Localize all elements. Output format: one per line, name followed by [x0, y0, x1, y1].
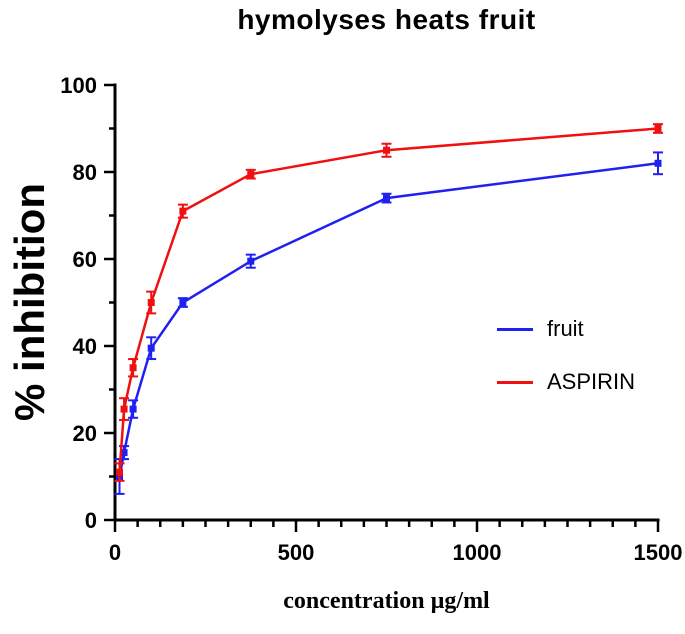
data-point-marker	[247, 170, 255, 178]
legend-item-aspirin: ASPIRIN	[497, 369, 635, 395]
data-point-marker	[654, 125, 662, 132]
y-tick-label: 40	[73, 334, 97, 359]
x-axis-ticks	[113, 520, 660, 532]
y-tick-label: 20	[73, 421, 97, 446]
data-point-marker	[116, 468, 124, 476]
x-axis-label: concentration µg/ml	[283, 588, 490, 614]
x-tick-label: 1000	[453, 540, 502, 565]
legend: fruit ASPIRIN	[497, 316, 635, 422]
data-point-marker	[383, 194, 390, 202]
data-point-marker	[383, 146, 390, 154]
legend-item-fruit: fruit	[497, 316, 635, 342]
legend-swatch-fruit	[497, 327, 533, 331]
data-point-marker	[179, 207, 187, 215]
data-point-marker	[129, 364, 137, 372]
data-point-marker	[129, 405, 137, 413]
y-tick-label: 60	[73, 247, 97, 272]
series-aspirin	[114, 123, 663, 482]
y-tick-label: 80	[73, 160, 97, 185]
legend-label-aspirin: ASPIRIN	[547, 369, 636, 394]
data-point-marker	[120, 449, 128, 457]
data-point-marker	[247, 257, 255, 265]
data-point-marker	[147, 344, 155, 352]
data-point-marker	[147, 299, 155, 306]
data-point-marker	[654, 159, 662, 167]
data-point-marker	[179, 299, 187, 306]
data-point-marker	[120, 405, 128, 413]
chart-title: hymolyses heats fruit	[237, 4, 536, 35]
y-axis-ticks	[104, 83, 115, 522]
legend-label-fruit: fruit	[547, 316, 584, 341]
x-tick-label: 500	[278, 540, 315, 565]
x-tick-label: 1500	[634, 540, 683, 565]
y-tick-label: 0	[85, 508, 97, 533]
y-tick-label: 100	[60, 73, 97, 98]
x-tick-label: 0	[109, 540, 121, 565]
legend-swatch-aspirin	[497, 380, 533, 384]
